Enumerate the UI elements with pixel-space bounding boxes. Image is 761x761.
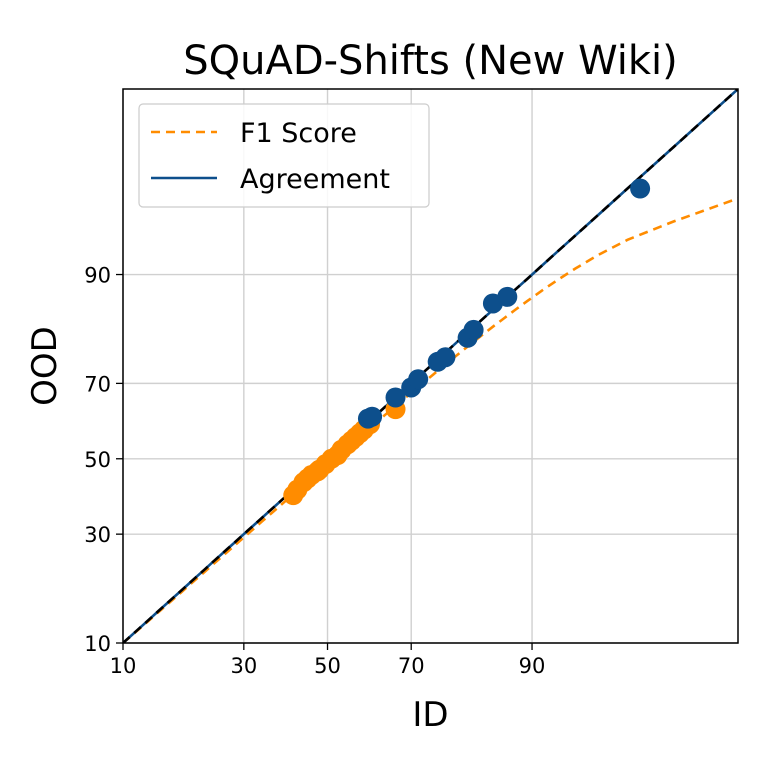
y-tick-label: 90 <box>84 264 111 288</box>
axis-ticks: 10 30 50 70 90 10 30 50 70 90 <box>84 264 545 678</box>
x-tick-label: 10 <box>110 654 137 678</box>
agreement-point <box>435 347 456 368</box>
plot-frame <box>122 88 739 644</box>
legend-label-f1-score: F1 Score <box>240 118 357 149</box>
x-tick-label: 30 <box>230 654 257 678</box>
data-points <box>283 178 651 506</box>
agreement-point <box>497 286 518 307</box>
agreement-point <box>630 178 651 199</box>
y-tick-label: 50 <box>84 448 111 472</box>
x-tick-label: 50 <box>314 654 341 678</box>
y-tick-label: 30 <box>84 523 111 547</box>
x-tick-label: 70 <box>398 654 425 678</box>
legend-box <box>138 103 430 208</box>
agreement-point <box>385 387 406 408</box>
chart-title: SQuAD-Shifts (New Wiki) <box>183 38 678 84</box>
x-tick-label: 90 <box>519 654 546 678</box>
f1-score-fit-line <box>123 197 738 643</box>
agreement-point <box>362 406 383 427</box>
legend-label-agreement: Agreement <box>240 164 390 195</box>
y-axis-label: OOD <box>25 326 65 406</box>
agreement-point <box>408 369 429 390</box>
legend: F1 Score Agreement <box>138 103 430 208</box>
y-tick-label: 70 <box>84 372 111 396</box>
x-axis-label: ID <box>412 695 448 735</box>
agreement-point <box>463 319 484 340</box>
y-tick-label: 10 <box>84 632 111 656</box>
